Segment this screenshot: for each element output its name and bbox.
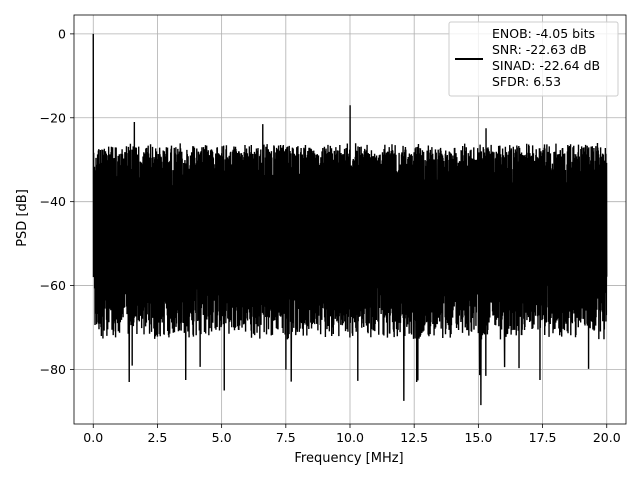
- y-tick-label: 0: [58, 26, 66, 41]
- x-tick-label: 17.5: [529, 430, 557, 445]
- x-tick-label: 0.0: [83, 430, 103, 445]
- legend-sinad: SINAD: -22.64 dB: [492, 58, 600, 73]
- x-tick-label: 15.0: [464, 430, 492, 445]
- legend: ENOB: -4.05 bits SNR: -22.63 dB SINAD: -…: [448, 21, 619, 97]
- y-tick-label: −20: [40, 110, 66, 125]
- x-tick-label: 12.5: [400, 430, 428, 445]
- y-axis-label: PSD [dB]: [15, 189, 30, 247]
- x-tick-label: 5.0: [212, 430, 232, 445]
- legend-enob: ENOB: -4.05 bits: [492, 26, 595, 41]
- x-tick-label: 10.0: [336, 430, 364, 445]
- y-tick-label: −60: [40, 278, 66, 293]
- legend-sfdr: SFDR: 6.53: [492, 74, 561, 89]
- y-tick-label: −80: [40, 362, 66, 377]
- legend-box: [448, 21, 619, 97]
- x-tick-label: 2.5: [147, 430, 167, 445]
- x-tick-label: 7.5: [276, 430, 296, 445]
- x-tick-label: 20.0: [593, 430, 621, 445]
- y-tick-label: −40: [40, 194, 66, 209]
- psd-series-line: [92, 33, 608, 406]
- x-axis-ticks: 0.0 2.5 5.0 7.5 10.0 12.5 15.0 17.5 20.0: [83, 424, 621, 445]
- legend-snr: SNR: -22.63 dB: [492, 42, 587, 57]
- x-axis-label: Frequency [MHz]: [294, 451, 403, 466]
- y-axis-ticks: 0 −20 −40 −60 −80: [40, 26, 74, 377]
- plot-area: [92, 33, 608, 406]
